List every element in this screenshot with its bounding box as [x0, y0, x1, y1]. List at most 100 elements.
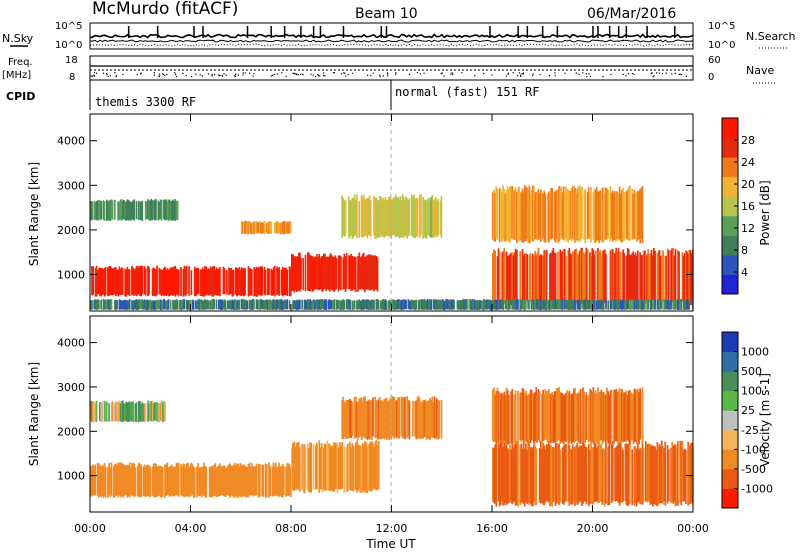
- nave-point: [244, 72, 246, 74]
- heatmap-cell: [348, 299, 350, 310]
- heatmap-cell: [460, 300, 462, 310]
- colorbar-tick-label: 1000: [741, 346, 769, 359]
- heatmap-cell: [510, 391, 512, 444]
- heatmap-cell: [309, 299, 311, 310]
- heatmap-cell: [553, 252, 556, 306]
- heatmap-cell: [493, 300, 495, 310]
- heatmap-cell: [667, 449, 670, 502]
- nave-point: [293, 72, 295, 75]
- heatmap-cell: [625, 443, 628, 505]
- heatmap-cell: [239, 269, 242, 296]
- heatmap-cell: [301, 299, 303, 310]
- heatmap-cell: [293, 441, 295, 492]
- heatmap-cell: [174, 299, 177, 310]
- heatmap-cell: [332, 256, 334, 291]
- heatmap-cell: [345, 446, 348, 492]
- heatmap-cell: [316, 254, 318, 290]
- heatmap-cell: [168, 268, 171, 296]
- heatmap-cell: [212, 266, 214, 297]
- heatmap-cell: [643, 250, 646, 306]
- heatmap-cell: [391, 199, 394, 236]
- heatmap-cell: [544, 299, 547, 311]
- heatmap-cell: [350, 200, 353, 236]
- heatmap-cell: [204, 299, 206, 310]
- heatmap-cell: [148, 300, 150, 310]
- heatmap-cell: [541, 393, 543, 445]
- heatmap-cell: [478, 300, 480, 310]
- heatmap-cell: [666, 300, 669, 310]
- nave-point: [253, 73, 255, 75]
- heatmap-cell: [279, 466, 282, 496]
- heatmap-cell: [412, 196, 414, 238]
- heatmap-cell: [508, 449, 510, 503]
- heatmap-cell: [152, 267, 155, 296]
- heatmap-cell: [450, 299, 453, 310]
- heatmap-cell: [504, 395, 507, 445]
- heatmap-cell: [221, 465, 223, 495]
- heatmap-cell: [614, 253, 616, 304]
- heatmap-cell: [381, 300, 383, 310]
- heatmap-cell: [597, 248, 599, 302]
- heatmap-cell: [173, 300, 176, 310]
- heatmap-cell: [345, 299, 348, 310]
- heatmap-cell: [665, 255, 668, 302]
- heatmap-cell: [683, 253, 686, 305]
- heatmap-cell: [247, 221, 250, 235]
- nave-point: [554, 75, 556, 77]
- heatmap-cell: [615, 247, 617, 306]
- heatmap-cell: [654, 299, 656, 310]
- heatmap-cell: [205, 300, 207, 310]
- heatmap-cell: [543, 250, 546, 304]
- heatmap-cell: [360, 397, 363, 440]
- heatmap-cell: [193, 467, 196, 498]
- heatmap-cell: [227, 465, 229, 496]
- heatmap-cell: [287, 222, 290, 234]
- heatmap-cell: [126, 402, 129, 422]
- heatmap-cell: [357, 443, 359, 492]
- heatmap-cell: [535, 254, 538, 301]
- heatmap-cell: [519, 299, 522, 311]
- heatmap-cell: [496, 188, 499, 241]
- heatmap-cell: [639, 299, 641, 310]
- heatmap-cell: [349, 199, 351, 237]
- heatmap-cell: [190, 462, 193, 496]
- heatmap-cell: [120, 462, 123, 496]
- heatmap-cell: [581, 247, 583, 304]
- nave-point: [162, 73, 165, 76]
- heatmap-cell: [514, 390, 517, 445]
- heatmap-cell: [587, 299, 590, 310]
- heatmap-cell: [347, 299, 349, 310]
- heatmap-cell: [639, 252, 641, 305]
- heatmap-cell: [522, 300, 525, 310]
- nave-point: [153, 74, 155, 76]
- heatmap-cell: [528, 299, 531, 310]
- heatmap-cell: [341, 300, 343, 310]
- heatmap-cell: [501, 192, 503, 243]
- heatmap-cell: [577, 300, 580, 310]
- heatmap-cell: [313, 300, 316, 310]
- heatmap-cell: [362, 299, 365, 310]
- heatmap-cell: [615, 446, 617, 501]
- heatmap-cell: [310, 255, 313, 289]
- heatmap-cell: [651, 299, 654, 310]
- heatmap-cell: [592, 447, 595, 505]
- heatmap-cell: [473, 299, 476, 310]
- heatmap-cell: [513, 444, 516, 502]
- heatmap-cell: [155, 199, 157, 221]
- heatmap-cell: [589, 388, 591, 441]
- heatmap-cell: [672, 247, 675, 304]
- heatmap-cell: [176, 269, 179, 296]
- nave-point: [372, 72, 374, 74]
- heatmap-cell: [181, 466, 184, 497]
- heatmap-cell: [457, 300, 460, 310]
- heatmap-cell: [408, 300, 411, 310]
- heatmap-cell: [534, 299, 536, 310]
- heatmap-cell: [315, 300, 317, 310]
- heatmap-cell: [198, 299, 201, 311]
- heatmap-cell: [436, 299, 438, 310]
- heatmap-cell: [374, 396, 377, 438]
- heatmap-cell: [431, 194, 434, 239]
- heatmap-cell: [267, 268, 269, 296]
- heatmap-cell: [578, 250, 581, 306]
